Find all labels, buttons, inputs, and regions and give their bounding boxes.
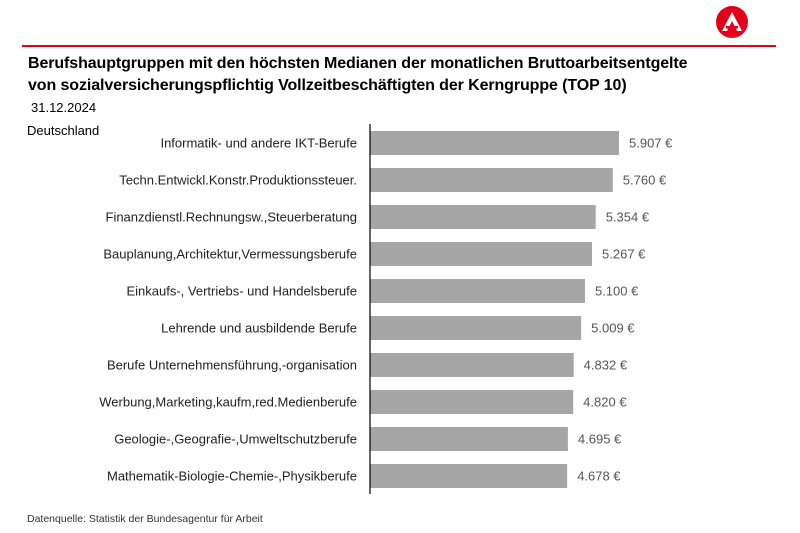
value-label: 4.678 € <box>577 469 621 484</box>
category-label: Informatik- und andere IKT-Berufe <box>160 136 357 151</box>
bar-lehrende-und-ausbildende-berufe <box>370 316 582 340</box>
bar-einkaufs-vertriebs-und-handelsberufe <box>370 279 585 303</box>
chart-title: Berufshauptgruppen mit den höchsten Medi… <box>28 53 788 97</box>
category-label: Werbung,Marketing,kaufm,red.Medienberufe <box>99 395 357 410</box>
bar-bauplanung-architektur-vermessungsberufe <box>370 242 593 266</box>
header-divider <box>22 45 776 47</box>
value-label: 5.009 € <box>591 321 635 336</box>
category-label: Geologie-,Geografie-,Umweltschutzberufe <box>114 432 357 447</box>
data-source: Datenquelle: Statistik der Bundesagentur… <box>27 513 263 525</box>
value-label: 5.760 € <box>623 173 667 188</box>
bar-werbung-marketing-kaufm-red-medienberufe <box>370 390 574 414</box>
bar-geologie-geografie-umweltschutzberufe <box>370 427 568 451</box>
chart-date: 31.12.2024 <box>31 100 97 115</box>
category-label: Bauplanung,Architektur,Vermessungsberufe <box>103 247 357 262</box>
value-label: 5.267 € <box>602 247 646 262</box>
value-label: 5.907 € <box>629 136 673 151</box>
bar-informatik-und-andere-ikt-berufe <box>370 131 619 155</box>
value-label: 5.354 € <box>606 210 650 225</box>
category-label: Finanzdienstl.Rechnungsw.,Steuerberatung <box>106 210 358 225</box>
category-label: Lehrende und ausbildende Berufe <box>161 321 357 336</box>
value-label: 4.695 € <box>578 432 622 447</box>
category-label: Mathematik-Biologie-Chemie-,Physikberufe <box>107 469 357 484</box>
bar-berufe-unternehmensf-hrung-organisation <box>370 353 574 377</box>
bar-techn-entwickl-konstr-produktionssteuer <box>370 168 613 192</box>
bar-mathematik-biologie-chemie-physikberufe <box>370 464 568 488</box>
value-label: 4.832 € <box>584 358 628 373</box>
value-label: 5.100 € <box>595 284 639 299</box>
category-label: Techn.Entwickl.Konstr.Produktionssteuer. <box>119 173 357 188</box>
chart-title-line-2: von sozialversicherungspflichtig Vollzei… <box>28 77 627 94</box>
chart-region: Deutschland <box>27 123 100 138</box>
category-label: Einkaufs-, Vertriebs- und Handelsberufe <box>126 284 357 299</box>
category-label: Berufe Unternehmensführung,-organisation <box>107 358 357 373</box>
bar-finanzdienstl-rechnungsw-steuerberatung <box>370 205 596 229</box>
chart-title-line-1: Berufshauptgruppen mit den höchsten Medi… <box>28 55 688 72</box>
bundesagentur-logo-icon <box>716 6 748 38</box>
value-label: 4.820 € <box>583 395 627 410</box>
